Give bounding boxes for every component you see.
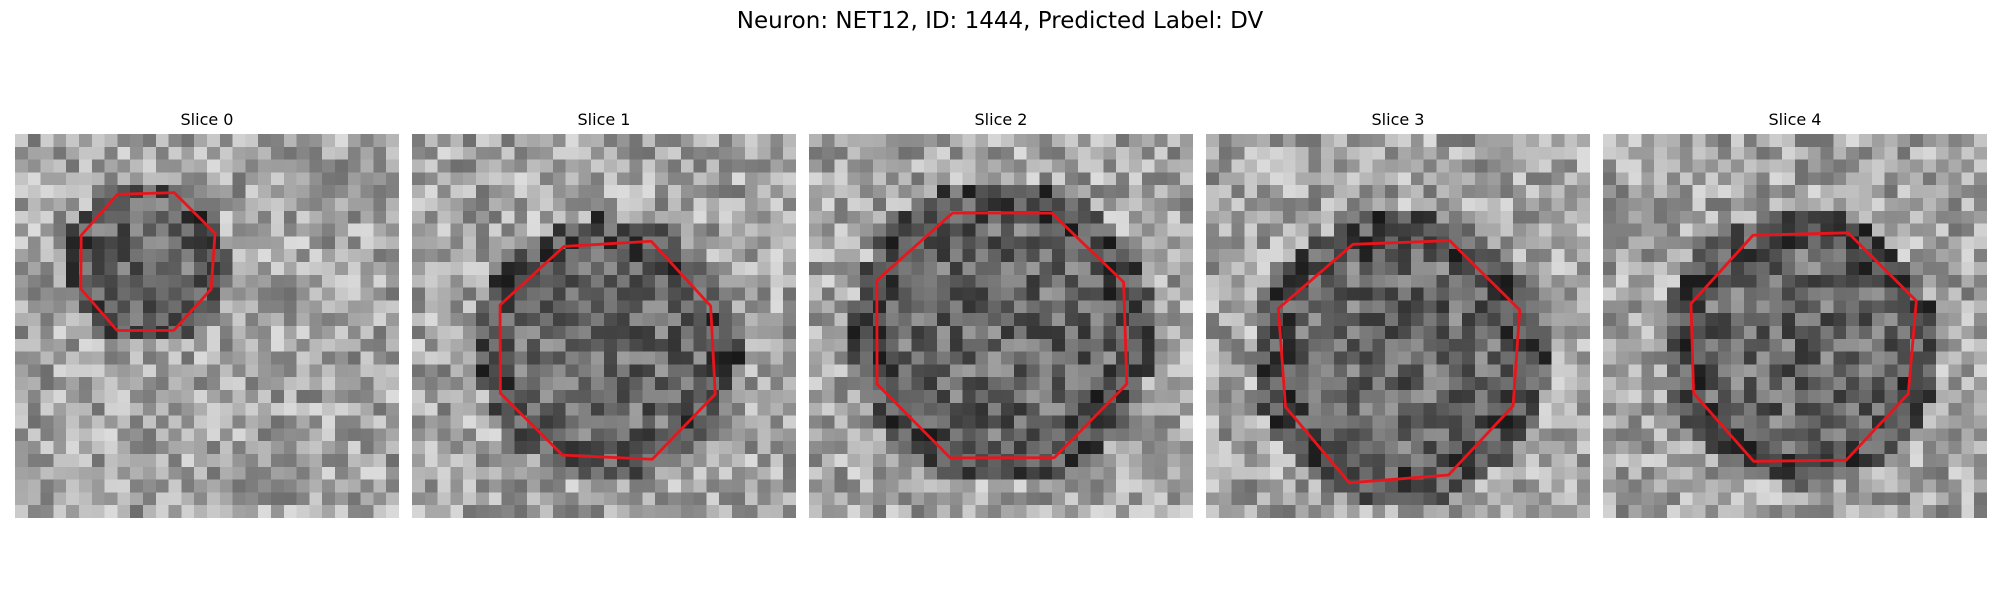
roi-contour-line	[1278, 241, 1519, 483]
roi-contour-line	[81, 193, 215, 331]
figure-title: Neuron: NET12, ID: 1444, Predicted Label…	[0, 6, 2000, 36]
slice-title: Slice 0	[15, 108, 399, 132]
roi-contour	[15, 134, 399, 518]
slice-title: Slice 3	[1206, 108, 1590, 132]
roi-contour	[412, 134, 796, 518]
roi-contour-line	[500, 241, 715, 459]
slice-title: Slice 2	[809, 108, 1193, 132]
slice-title: Slice 4	[1603, 108, 1987, 132]
roi-contour-line	[1691, 233, 1916, 461]
roi-contour	[1206, 134, 1590, 518]
slice-title: Slice 1	[412, 108, 796, 132]
roi-contour	[809, 134, 1193, 518]
roi-contour	[1603, 134, 1987, 518]
roi-contour-line	[877, 213, 1127, 458]
